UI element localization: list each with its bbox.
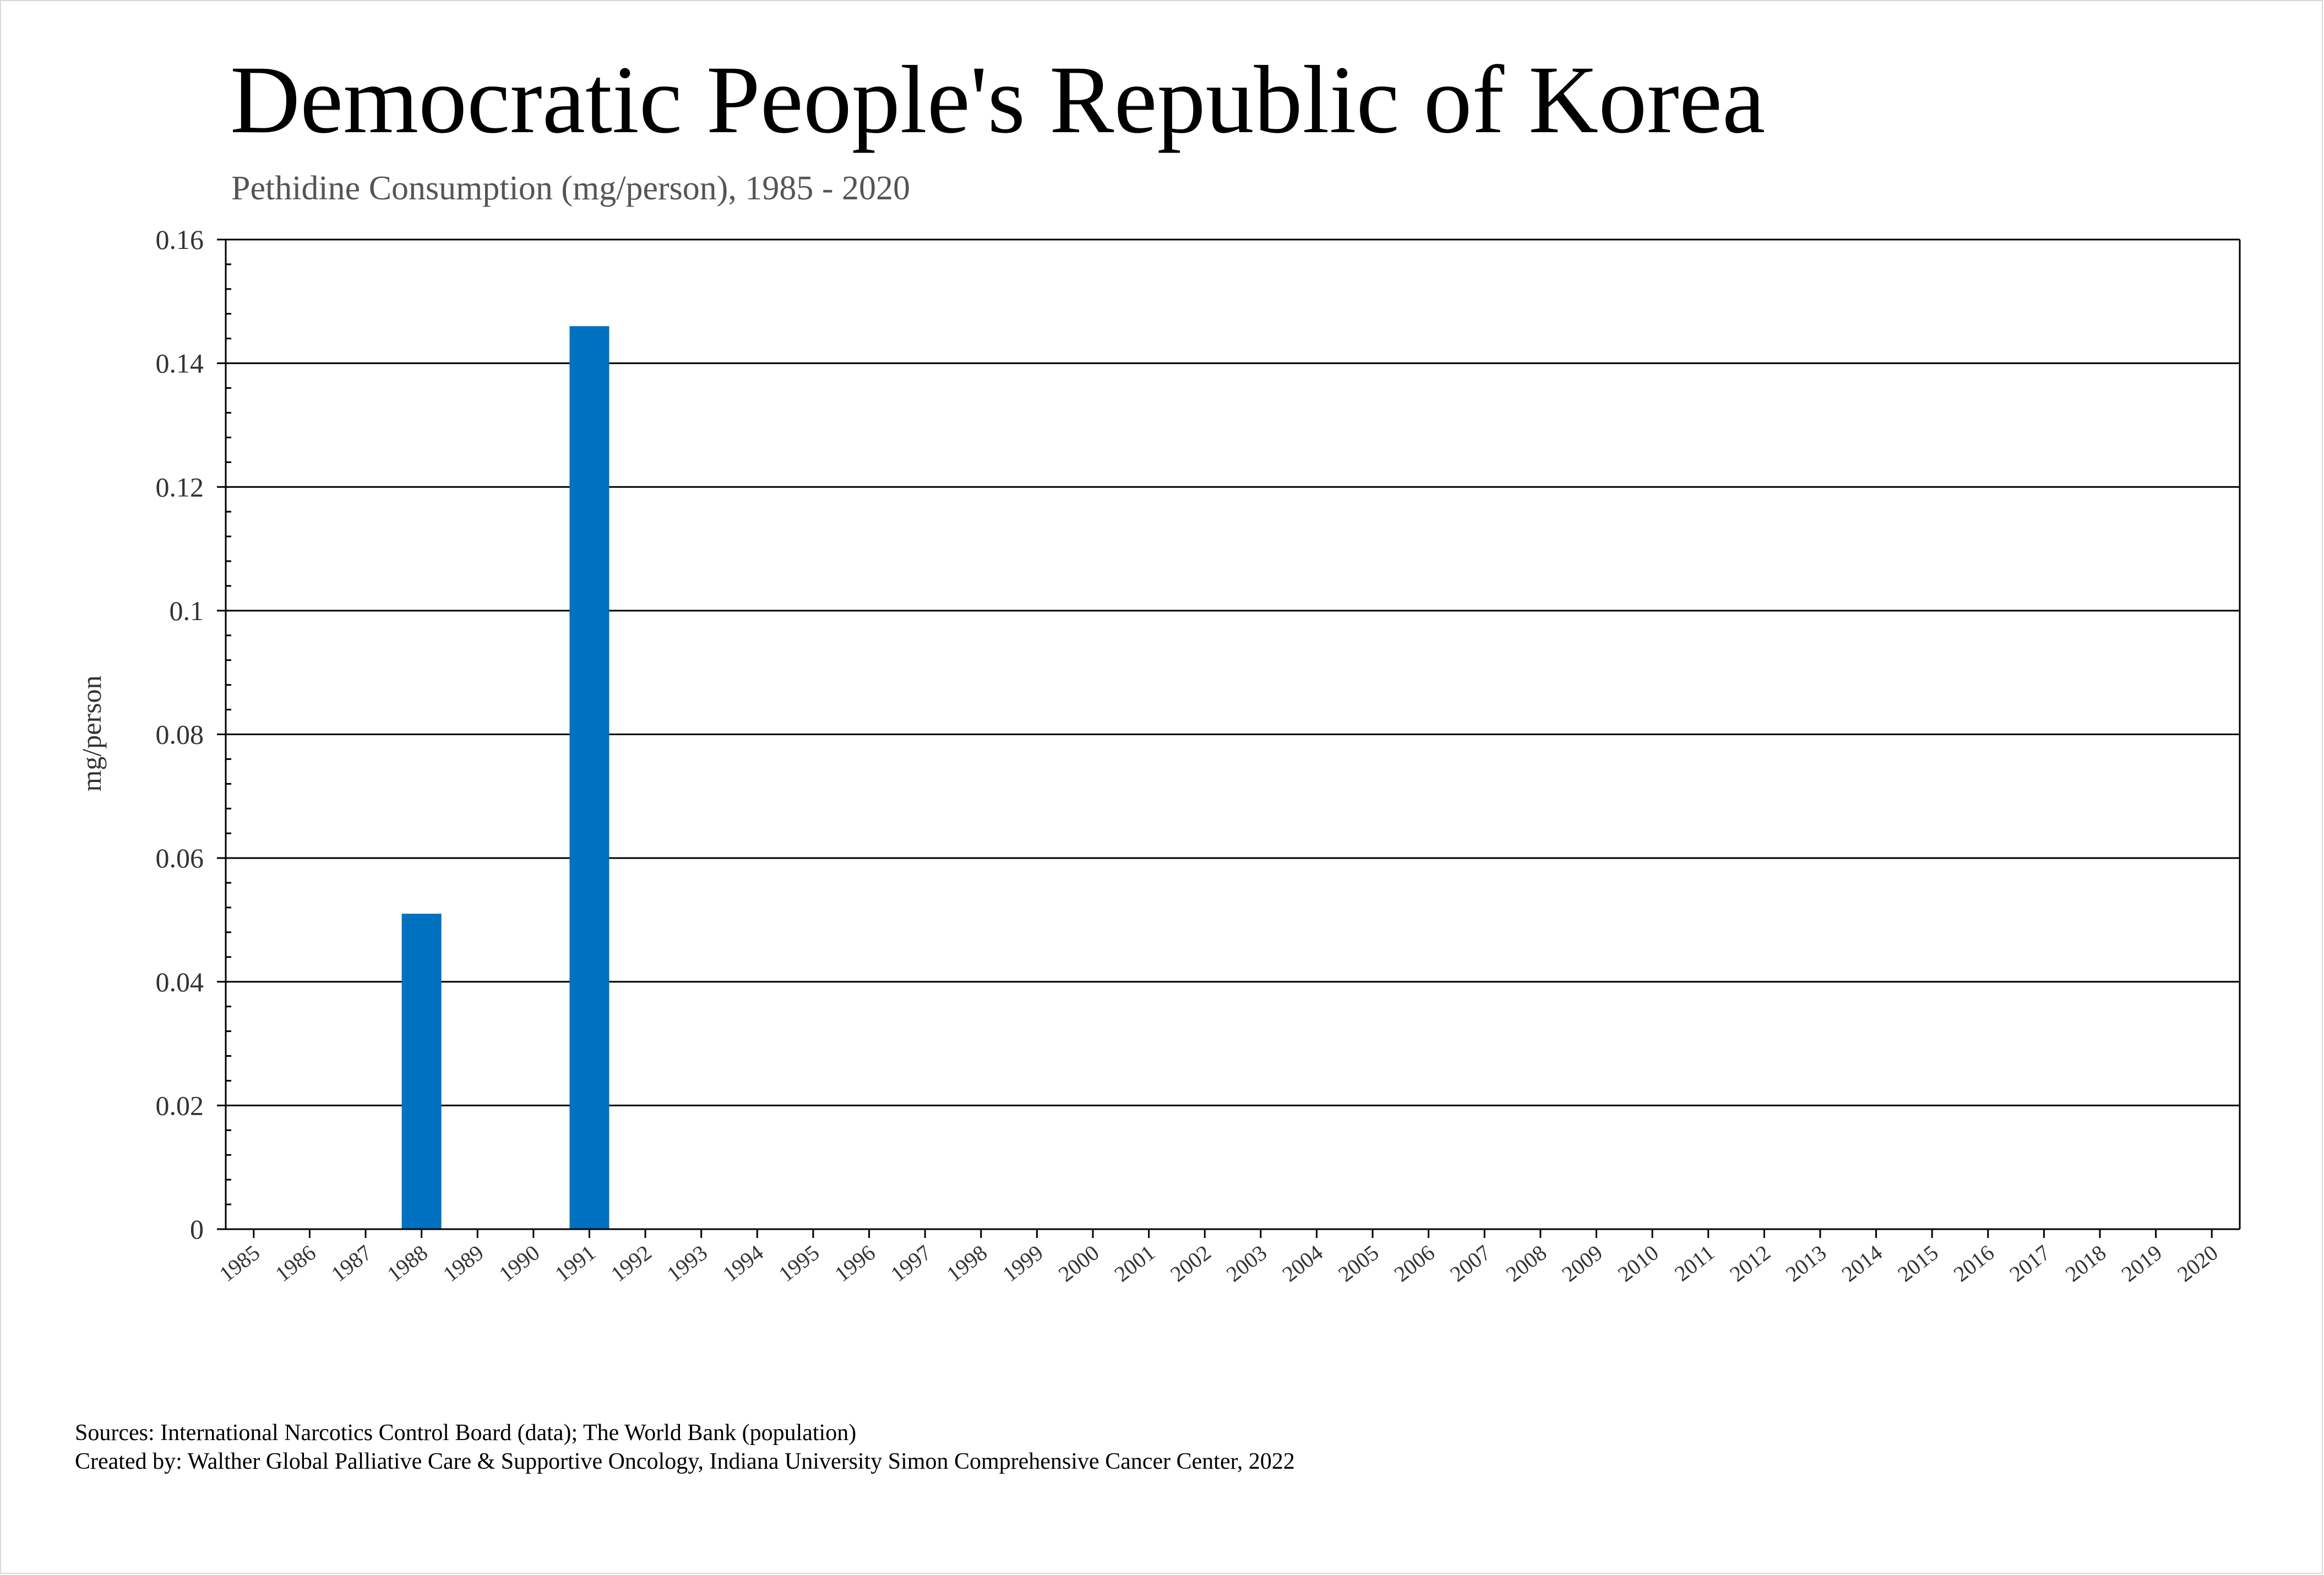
y-tick-label: 0.1 (170, 595, 204, 626)
y-tick-label: 0.04 (156, 966, 204, 997)
x-tick-label: 1996 (830, 1240, 880, 1287)
x-tick-label: 2020 (2173, 1240, 2223, 1287)
x-tick-label: 2000 (1054, 1240, 1104, 1287)
x-tick-label: 1991 (550, 1240, 600, 1287)
bar-1988 (401, 914, 442, 1229)
chart-subtitle: Pethidine Consumption (mg/person), 1985 … (231, 170, 910, 207)
x-tick-label: 2015 (1893, 1240, 1943, 1287)
x-tick-label: 2013 (1781, 1240, 1831, 1287)
x-tick-label: 2003 (1222, 1240, 1272, 1287)
x-tick-label: 1992 (606, 1240, 656, 1287)
x-tick-label: 1988 (382, 1240, 432, 1287)
y-tick-label: 0.12 (156, 471, 204, 502)
x-tick-label: 2007 (1445, 1240, 1495, 1287)
x-tick-label: 2011 (1670, 1240, 1719, 1286)
bars (401, 326, 609, 1229)
y-tick-label: 0.16 (156, 224, 204, 255)
x-tick-label: 1986 (270, 1240, 320, 1287)
x-tick-label: 2018 (2061, 1240, 2111, 1287)
x-tick-label: 2010 (1613, 1240, 1663, 1287)
x-tick-label: 1993 (662, 1240, 712, 1287)
x-tick-label: 2012 (1725, 1240, 1775, 1287)
y-axis-label: mg/person (76, 675, 107, 791)
y-tick-label: 0.02 (156, 1090, 204, 1121)
x-tick-label: 1995 (774, 1240, 824, 1287)
x-tick-label: 2001 (1109, 1240, 1160, 1287)
x-tick-label: 2014 (1837, 1240, 1887, 1287)
bar-1991 (569, 326, 609, 1229)
y-tick-label: 0.14 (156, 348, 204, 379)
x-tick-label: 2008 (1501, 1240, 1552, 1287)
y-tick-label: 0 (190, 1214, 204, 1245)
x-tick-label: 2005 (1334, 1240, 1384, 1287)
x-tick-label: 1989 (438, 1240, 488, 1287)
y-tick-label: 0.08 (156, 719, 204, 750)
x-tick-label: 1987 (326, 1240, 377, 1287)
x-tick-label: 1999 (998, 1240, 1048, 1287)
x-tick-label: 2017 (2005, 1240, 2055, 1287)
x-tick-label: 1985 (215, 1240, 265, 1287)
x-tick-label: 1990 (494, 1240, 545, 1287)
x-tick-label: 2016 (1949, 1240, 1999, 1287)
x-tick-label: 1997 (886, 1240, 936, 1287)
x-tick-label: 2002 (1166, 1240, 1216, 1287)
created-by-note: Created by: Walther Global Palliative Ca… (75, 1449, 1295, 1474)
x-tick-label: 1994 (718, 1240, 768, 1287)
x-tick-label: 2006 (1389, 1240, 1439, 1287)
sources-note: Sources: International Narcotics Control… (75, 1420, 856, 1446)
y-tick-label: 0.06 (156, 843, 204, 873)
x-axis-ticks: 1985 1986 1987 1988 1989 1990 1991 1992 1993 1994… (215, 1229, 2223, 1286)
x-tick-label: 1998 (942, 1240, 992, 1287)
x-tick-label: 2019 (2116, 1240, 2167, 1287)
x-tick-label: 2009 (1557, 1240, 1607, 1287)
chart-title: Democratic People's Republic of Korea (230, 46, 1765, 154)
y-axis-ticks: 0 0.02 0.04 0.06 0.08 0.1 0.12 0.14 0.16 (156, 224, 231, 1245)
gridlines (226, 238, 2240, 1106)
x-tick-label: 2004 (1277, 1240, 1327, 1287)
